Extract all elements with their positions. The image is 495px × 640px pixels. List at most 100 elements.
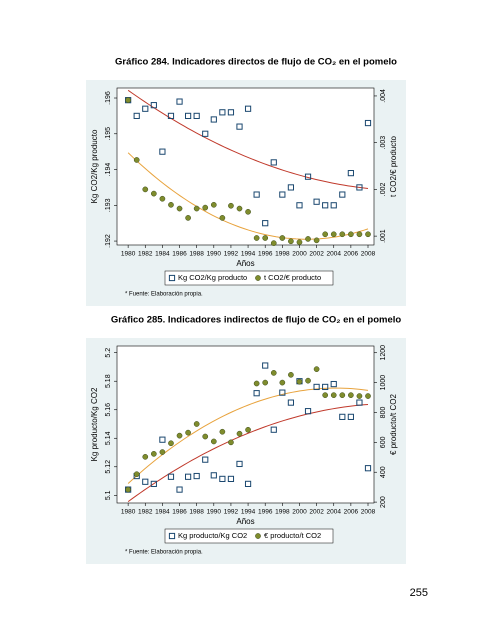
point (219, 109, 226, 116)
y-tick-label: .195 (105, 127, 112, 141)
point (185, 112, 192, 119)
point (296, 239, 303, 246)
point (210, 438, 217, 445)
x-tick-label: 1998 (275, 251, 290, 258)
point (210, 472, 217, 479)
point (219, 215, 226, 221)
y-axis-title: Kg CO2/Kg producto (90, 129, 99, 203)
y2-axis-title: t CO2/€ producto (389, 135, 398, 196)
x-tick-label: 1992 (224, 509, 239, 516)
point (356, 184, 363, 191)
point (365, 393, 371, 399)
x-tick-label: 2004 (327, 509, 342, 516)
x-tick-label: 2000 (292, 251, 307, 258)
point (176, 205, 183, 212)
point (262, 362, 269, 369)
plot-area (116, 87, 375, 246)
point (227, 109, 235, 116)
point (305, 377, 311, 384)
point (287, 399, 295, 406)
y2-tick-label: .001 (380, 229, 387, 243)
point (253, 191, 260, 198)
point (150, 451, 157, 457)
point (228, 202, 234, 209)
point (262, 379, 269, 386)
x-tick-label: 1994 (241, 509, 256, 516)
point (288, 371, 294, 378)
point (270, 240, 277, 246)
y2-tick-label: 1000 (380, 375, 387, 391)
point (356, 399, 363, 406)
page-number: 255 (410, 587, 428, 599)
x-tick-label: 1984 (155, 251, 170, 258)
y-tick-label: 5.14 (105, 431, 112, 445)
x-tick-label: 1988 (189, 509, 204, 516)
point (176, 432, 183, 439)
point (339, 413, 346, 420)
point (133, 112, 140, 119)
point (245, 208, 251, 215)
point (176, 98, 183, 105)
point (364, 465, 372, 472)
point (330, 202, 337, 209)
point (236, 430, 243, 437)
y2-tick-label: .003 (380, 136, 387, 150)
point (244, 480, 252, 487)
x-axis-title: Años (236, 259, 254, 268)
x-tick-label: 1990 (207, 251, 222, 258)
x-tick-label: 1996 (258, 251, 273, 258)
point (142, 478, 149, 485)
x-tick-label: 1992 (224, 251, 239, 258)
x-tick-label: 2006 (344, 251, 359, 258)
point (193, 112, 200, 119)
y-tick-label: 5.2 (105, 348, 112, 358)
point (133, 471, 140, 478)
legend-marker (255, 275, 261, 281)
y-tick-label: 5.16 (105, 403, 112, 417)
x-axis-title: Años (236, 517, 254, 526)
point (296, 202, 303, 209)
legend (164, 528, 334, 544)
point (133, 157, 140, 163)
point (322, 231, 329, 238)
point (159, 449, 166, 455)
point (210, 116, 217, 123)
point (185, 215, 191, 221)
point (168, 440, 174, 447)
x-tick-label: 2008 (361, 251, 376, 258)
x-tick-label: 1986 (172, 251, 187, 258)
x-tick-label: 2002 (309, 509, 324, 516)
point (167, 112, 175, 119)
y2-tick-label: 200 (380, 496, 387, 508)
point (159, 436, 166, 443)
point (168, 201, 174, 208)
x-tick-label: 1988 (189, 251, 204, 258)
point (339, 392, 346, 398)
point (159, 148, 166, 155)
x-tick-label: 2002 (309, 251, 324, 258)
point (236, 205, 243, 212)
legend-marker (168, 274, 176, 282)
point (210, 201, 217, 208)
point (142, 105, 149, 112)
point (348, 392, 354, 398)
x-tick-label: 2004 (327, 251, 342, 258)
y2-tick-label: 600 (380, 436, 387, 448)
plot-area (116, 345, 375, 504)
point (236, 123, 243, 130)
point (365, 231, 371, 238)
y2-tick-label: .004 (380, 89, 387, 103)
y2-axis-title: € producto/t CO2 (389, 393, 398, 454)
legend-label: Kg CO2/Kg producto (178, 273, 247, 282)
point (313, 198, 320, 205)
point (296, 378, 303, 385)
point (245, 426, 251, 433)
legend-label: t CO2/€ producto (264, 273, 321, 282)
point (339, 231, 346, 238)
point (305, 236, 311, 242)
y-tick-label: 5.18 (105, 374, 112, 388)
point (159, 195, 166, 202)
point (304, 408, 312, 415)
x-tick-label: 1980 (121, 509, 136, 516)
